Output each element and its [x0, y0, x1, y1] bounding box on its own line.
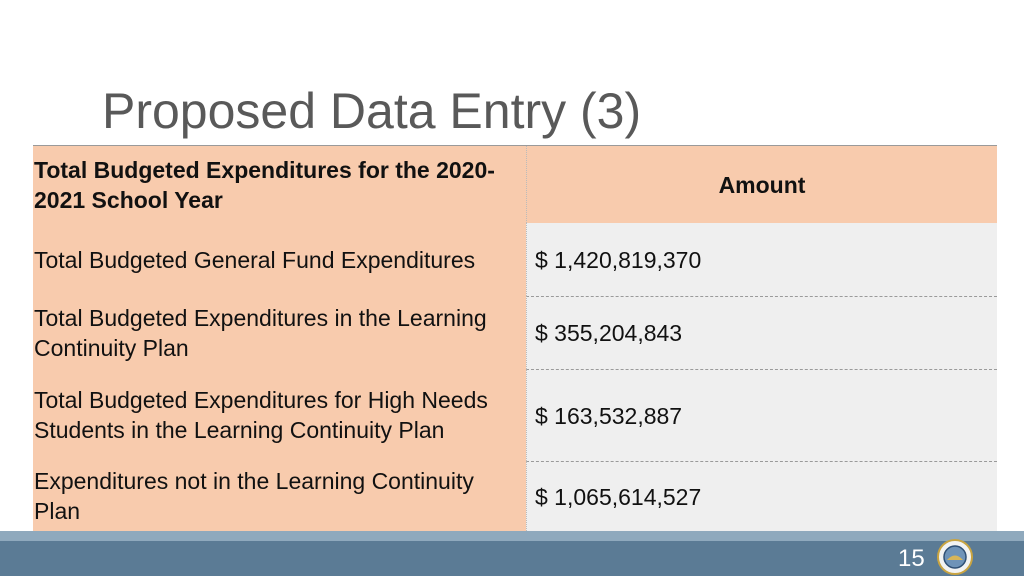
page-number: 15 — [898, 545, 925, 572]
amount: $ 355,204,843 — [526, 296, 997, 369]
row-label: Total Budgeted Expenditures for High Nee… — [33, 369, 526, 461]
table-row: Total Budgeted Expenditures for High Nee… — [33, 369, 997, 461]
header-row: Total Budgeted Expenditures for the 2020… — [33, 146, 997, 223]
footer-accent — [0, 531, 1024, 541]
row-label: Total Budgeted Expenditures in the Learn… — [33, 296, 526, 369]
amount: $ 1,420,819,370 — [526, 223, 997, 296]
row-label: Total Budgeted General Fund Expenditures — [33, 223, 526, 296]
row-label: Expenditures not in the Learning Continu… — [33, 461, 526, 531]
seal-logo — [937, 539, 973, 575]
slide-title: Proposed Data Entry (3) — [102, 83, 642, 139]
table-row: Total Budgeted Expenditures in the Learn… — [33, 296, 997, 369]
amount: $ 1,065,614,527 — [526, 461, 997, 531]
footer-bar — [0, 541, 1024, 576]
table-row: Expenditures not in the Learning Continu… — [33, 461, 997, 531]
amount: $ 163,532,887 — [526, 369, 997, 461]
header-cell: Total Budgeted Expenditures for the 2020… — [33, 146, 526, 223]
data-table: Total Budgeted Expenditures for the 2020… — [33, 145, 997, 532]
header-cell: Amount — [526, 146, 997, 223]
table-row: Total Budgeted General Fund Expenditures… — [33, 223, 997, 296]
